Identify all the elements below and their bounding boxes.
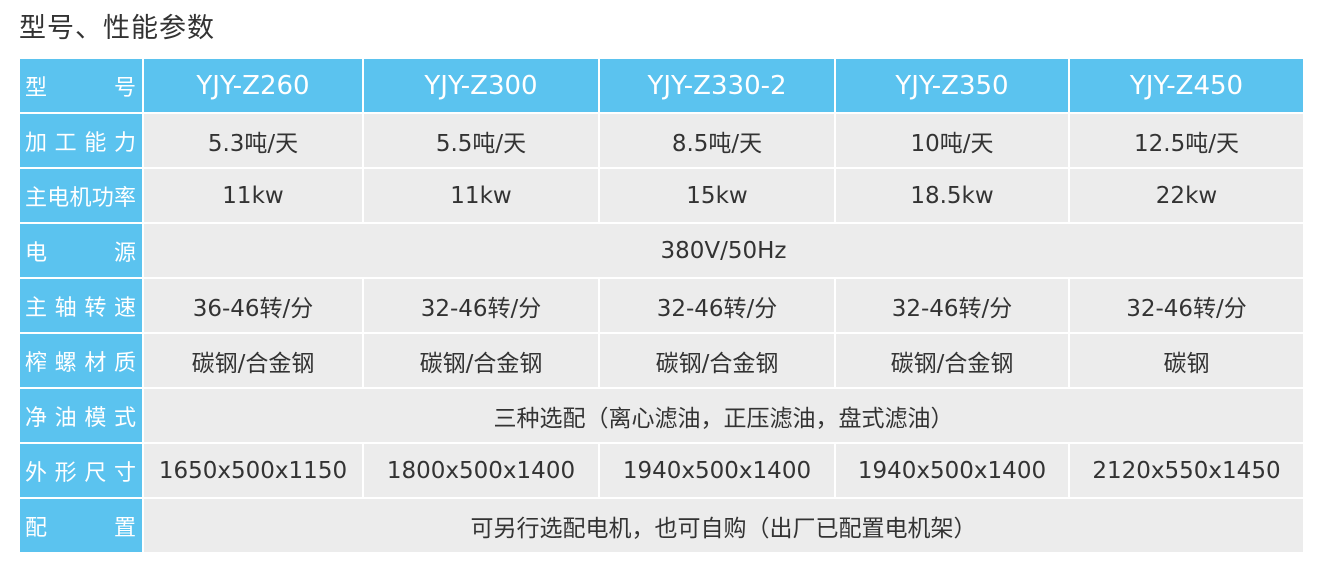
table-cell: 22kw bbox=[1068, 167, 1305, 224]
table-cell: 32-46转/分 bbox=[1068, 277, 1305, 334]
spanned-value: 可另行选配电机，也可自购（出厂已配置电机架） bbox=[142, 497, 1305, 554]
model-header: YJY-Z260 bbox=[142, 57, 364, 114]
table-cell: 10吨/天 bbox=[834, 112, 1070, 169]
table-row: 电 源 380V/50Hz bbox=[18, 222, 1305, 279]
row-label: 榨螺材质 bbox=[18, 332, 144, 389]
row-label: 净油模式 bbox=[18, 387, 144, 444]
spanned-value: 三种选配（离心滤油，正压滤油，盘式滤油） bbox=[142, 387, 1305, 444]
table-cell: 11kw bbox=[362, 167, 600, 224]
table-cell: 12.5吨/天 bbox=[1068, 112, 1305, 169]
row-label: 配 置 bbox=[18, 497, 144, 554]
table-cell: 2120x550x1450 bbox=[1068, 442, 1305, 499]
table-cell: 15kw bbox=[598, 167, 836, 224]
page-title: 型号、性能参数 bbox=[19, 13, 215, 44]
table-row: 主轴转速 36-46转/分 32-46转/分 32-46转/分 32-46转/分 32-4… bbox=[18, 277, 1305, 334]
table-cell: 1940x500x1400 bbox=[834, 442, 1070, 499]
row-label: 型 号 bbox=[18, 57, 144, 114]
model-header: YJY-Z350 bbox=[834, 57, 1070, 114]
table-cell: 5.5吨/天 bbox=[362, 112, 600, 169]
row-label: 电 源 bbox=[18, 222, 144, 279]
table-row: 外形尺寸 1650x500x1150 1800x500x1400 1940x500x1… bbox=[18, 442, 1305, 499]
spec-table: 型 号 YJY-Z260 YJY-Z300 YJY-Z330-2 YJY-Z350 YJY… bbox=[18, 57, 1305, 554]
table-cell: 32-46转/分 bbox=[834, 277, 1070, 334]
table-row: 主电机功率 11kw 11kw 15kw 18.5kw 22kw bbox=[18, 167, 1305, 224]
table-cell: 1940x500x1400 bbox=[598, 442, 836, 499]
table-row: 榨螺材质 碳钢/合金钢 碳钢/合金钢 碳钢/合金钢 碳钢/合金钢 碳钢 bbox=[18, 332, 1305, 389]
table-cell: 5.3吨/天 bbox=[142, 112, 364, 169]
table-row: 加工能力 5.3吨/天 5.5吨/天 8.5吨/天 10吨/天 12.5吨/天 bbox=[18, 112, 1305, 169]
table-cell: 32-46转/分 bbox=[598, 277, 836, 334]
header-row: 型 号 YJY-Z260 YJY-Z300 YJY-Z330-2 YJY-Z350 YJY… bbox=[18, 57, 1305, 114]
row-label: 外形尺寸 bbox=[18, 442, 144, 499]
table-cell: 36-46转/分 bbox=[142, 277, 364, 334]
table-row: 净油模式 三种选配（离心滤油，正压滤油，盘式滤油） bbox=[18, 387, 1305, 444]
table-cell: 11kw bbox=[142, 167, 364, 224]
row-label: 主轴转速 bbox=[18, 277, 144, 334]
table-cell: 碳钢/合金钢 bbox=[142, 332, 364, 389]
table-cell: 碳钢/合金钢 bbox=[834, 332, 1070, 389]
row-label: 加工能力 bbox=[18, 112, 144, 169]
model-header: YJY-Z300 bbox=[362, 57, 600, 114]
table-cell: 碳钢/合金钢 bbox=[362, 332, 600, 389]
table-cell: 1650x500x1150 bbox=[142, 442, 364, 499]
table-cell: 8.5吨/天 bbox=[598, 112, 836, 169]
model-header: YJY-Z330-2 bbox=[598, 57, 836, 114]
model-header: YJY-Z450 bbox=[1068, 57, 1305, 114]
spanned-value: 380V/50Hz bbox=[142, 222, 1305, 279]
table-cell: 碳钢/合金钢 bbox=[598, 332, 836, 389]
table-cell: 32-46转/分 bbox=[362, 277, 600, 334]
table-row: 配 置可另行选配电机，也可自购（出厂已配置电机架） bbox=[18, 497, 1305, 554]
row-label: 主电机功率 bbox=[18, 167, 144, 224]
table-cell: 18.5kw bbox=[834, 167, 1070, 224]
table-cell: 1800x500x1400 bbox=[362, 442, 600, 499]
table-cell: 碳钢 bbox=[1068, 332, 1305, 389]
